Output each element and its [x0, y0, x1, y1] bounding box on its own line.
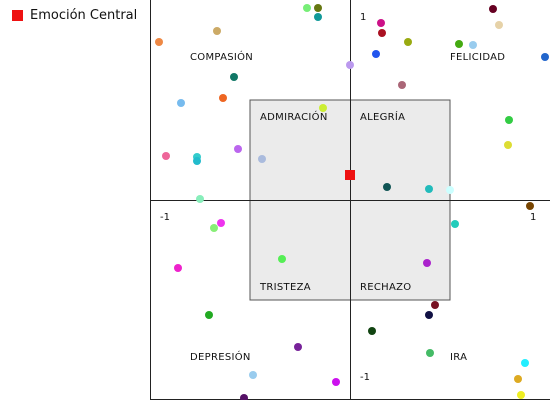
region-label: DEPRESIÓN [190, 350, 251, 363]
data-point [234, 145, 242, 153]
data-point [451, 220, 459, 228]
data-point [193, 157, 201, 165]
data-point [425, 311, 433, 319]
data-point [368, 327, 376, 335]
data-point [174, 264, 182, 272]
tick-labels: -1 1 1 -1 [160, 12, 536, 383]
region-label: ADMIRACIÓN [260, 110, 328, 123]
tick-label-x-min: -1 [160, 212, 170, 223]
data-point [240, 394, 248, 400]
data-point [249, 371, 257, 379]
data-points [155, 4, 549, 400]
region-label: IRA [450, 352, 467, 363]
central-point [345, 170, 355, 180]
central-point-marker [345, 170, 355, 180]
region-label: TRISTEZA [259, 282, 311, 293]
data-point [210, 224, 218, 232]
data-point [521, 359, 529, 367]
data-point [514, 375, 522, 383]
data-point [489, 5, 497, 13]
data-point [404, 38, 412, 46]
data-point [205, 311, 213, 319]
data-point [431, 301, 439, 309]
data-point [426, 349, 434, 357]
data-point [319, 104, 327, 112]
data-point [196, 195, 204, 203]
data-point [294, 343, 302, 351]
data-point [505, 116, 513, 124]
data-point [217, 219, 225, 227]
tick-label-y-min: -1 [360, 372, 370, 383]
legend-label: Emoción Central [30, 8, 138, 23]
data-point [372, 50, 380, 58]
data-point [425, 185, 433, 193]
region-label: COMPASIÓN [190, 50, 253, 63]
data-point [314, 13, 322, 21]
data-point [541, 53, 549, 61]
data-point [346, 61, 354, 69]
data-point [332, 378, 340, 386]
legend: Emoción Central [12, 8, 137, 23]
data-point [162, 152, 170, 160]
data-point [423, 259, 431, 267]
region-label: FELICIDAD [450, 52, 505, 63]
data-point [455, 40, 463, 48]
data-point [177, 99, 185, 107]
region-label: RECHAZO [360, 282, 411, 293]
data-point [213, 27, 221, 35]
data-point [378, 29, 386, 37]
data-point [495, 21, 503, 29]
data-point [258, 155, 266, 163]
region-label: ALEGRÍA [360, 110, 405, 123]
data-point [526, 202, 534, 210]
data-point [504, 141, 512, 149]
tick-label-y-max: 1 [360, 12, 366, 23]
data-point [377, 19, 385, 27]
data-point [303, 4, 311, 12]
data-point [469, 41, 477, 49]
data-point [446, 186, 454, 194]
data-point [314, 4, 322, 12]
data-point [219, 94, 227, 102]
data-point [155, 38, 163, 46]
data-point [278, 255, 286, 263]
data-point [383, 183, 391, 191]
legend-swatch [12, 10, 23, 21]
data-point [398, 81, 406, 89]
data-point [230, 73, 238, 81]
region-labels: COMPASIÓN FELICIDAD ADMIRACIÓN ALEGRÍA TRIST… [190, 50, 505, 363]
tick-label-x-max: 1 [530, 212, 536, 223]
data-point [517, 391, 525, 399]
